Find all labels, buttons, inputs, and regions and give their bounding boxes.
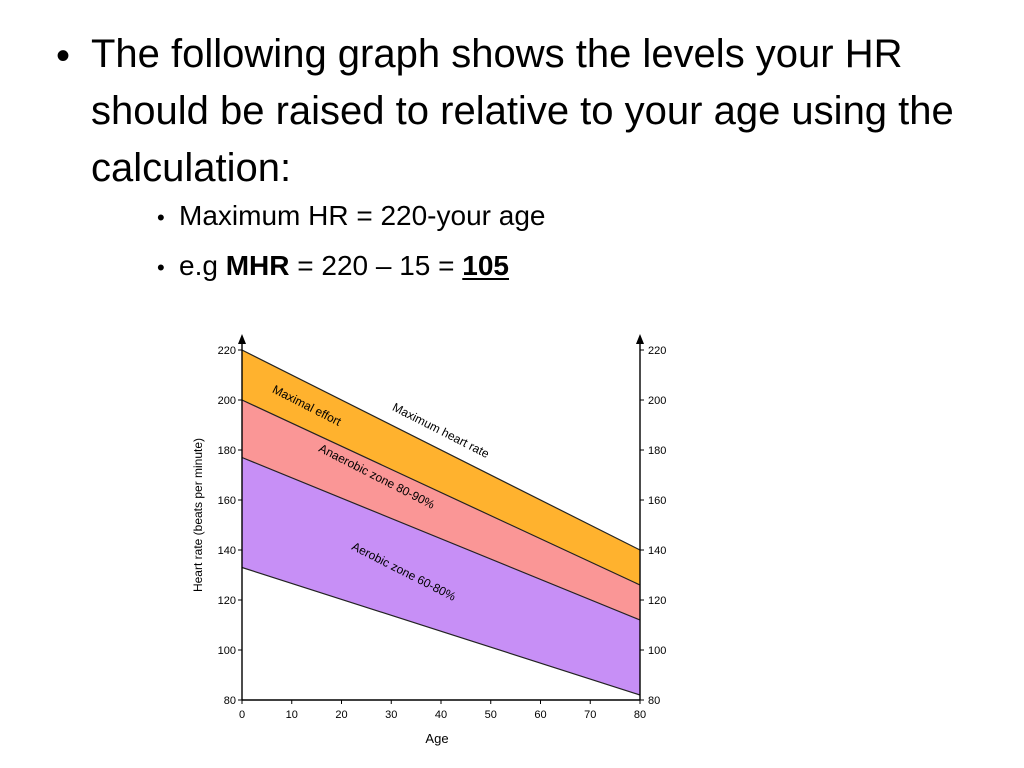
main-bullet-text: The following graph shows the levels you… [91, 32, 954, 190]
x-tick-label: 50 [485, 709, 497, 721]
y-axis-label: Heart rate (beats per minute) [191, 438, 205, 592]
y-tick-label-right: 160 [648, 495, 666, 507]
sub-bullet-formula: • Maximum HR = 220-your age [157, 196, 545, 238]
zone-band-1 [242, 400, 640, 620]
zone-band-2 [242, 457, 640, 695]
line-anaerobic-lower [241, 456, 641, 621]
sub-bullet-example: • e.g MHR = 220 – 15 = 105 [157, 246, 509, 288]
zone-bands [242, 350, 640, 695]
y-tick-label-right: 80 [648, 695, 660, 707]
x-axis-label: Age [425, 731, 448, 746]
y-tick-label-right: 140 [648, 545, 666, 557]
y-tick-label-left: 160 [218, 495, 236, 507]
bullet-icon: • [56, 34, 71, 78]
example-result: 105 [462, 250, 509, 281]
y-tick-label-left: 120 [218, 595, 236, 607]
y-tick-label-right: 100 [648, 645, 666, 657]
example-middle: = 220 – 15 = [289, 250, 463, 281]
example-prefix: e.g [179, 250, 226, 281]
x-tick-label: 60 [534, 709, 546, 721]
x-tick-label: 70 [584, 709, 596, 721]
y-tick-label-right: 120 [648, 595, 666, 607]
x-tick-label: 30 [385, 709, 397, 721]
y-tick-label-right: 220 [648, 345, 666, 357]
x-tick-label: 20 [335, 709, 347, 721]
line-aerobic-lower [241, 566, 641, 696]
y-tick-label-left: 200 [218, 395, 236, 407]
zone-band-0 [242, 350, 640, 585]
main-bullet: • The following graph shows the levels y… [56, 26, 1006, 197]
y-tick-label-left: 80 [224, 695, 236, 707]
zone-lines [241, 349, 641, 696]
y-tick-label-right: 200 [648, 395, 666, 407]
x-tick-label: 80 [634, 709, 646, 721]
line-maximum-heart-rate [241, 349, 641, 551]
bullet-icon: • [157, 204, 165, 230]
y-tick-label-left: 220 [218, 345, 236, 357]
y-tick-label-left: 180 [218, 445, 236, 457]
bullet-icon: • [157, 254, 165, 280]
y-axis-left-arrow-icon [238, 334, 246, 344]
y-tick-label-right: 180 [648, 445, 666, 457]
sub-bullet-formula-text: Maximum HR = 220-your age [179, 200, 546, 231]
x-tick-label: 10 [286, 709, 298, 721]
x-tick-label: 40 [435, 709, 447, 721]
line-maximal-effort-lower [241, 399, 641, 586]
example-mhr: MHR [225, 250, 290, 281]
x-tick-label: 0 [239, 709, 245, 721]
y-tick-label-left: 100 [218, 645, 236, 657]
y-axis-right-arrow-icon [636, 334, 644, 344]
y-tick-label-left: 140 [218, 545, 236, 557]
